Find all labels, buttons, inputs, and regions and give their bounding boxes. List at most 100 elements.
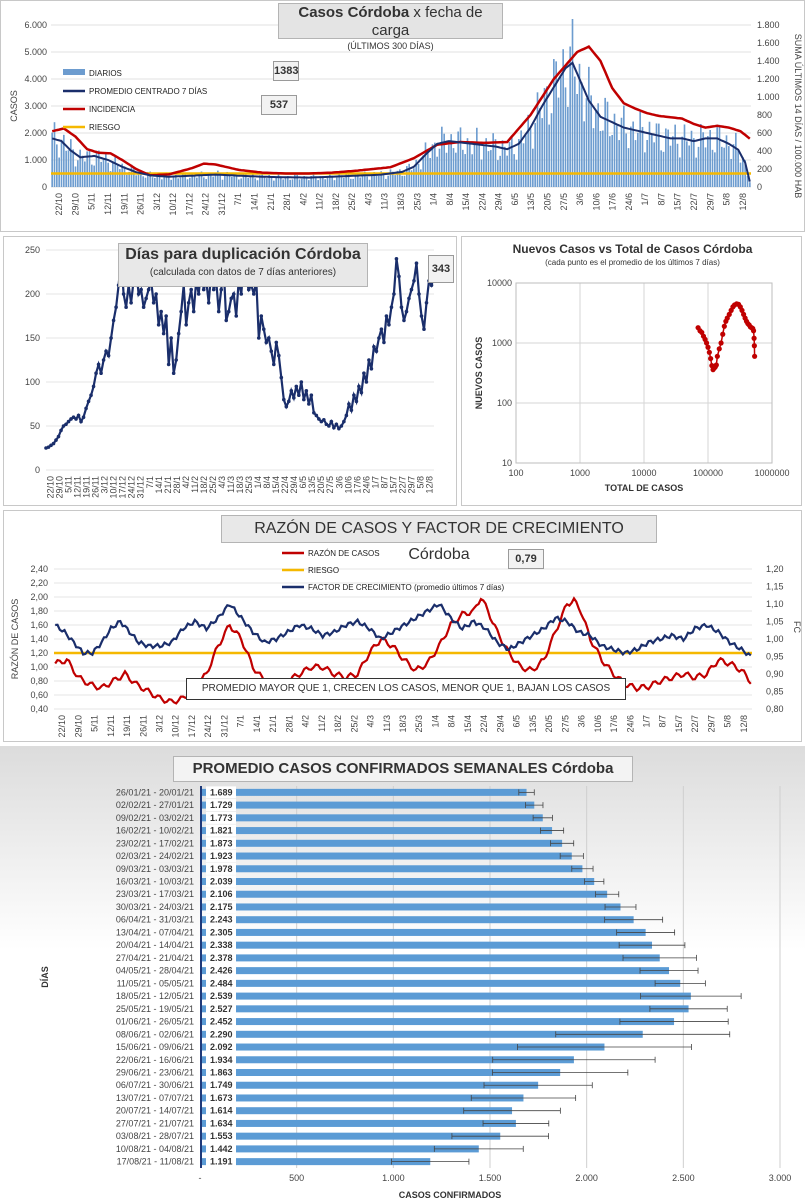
duplicacion-point xyxy=(59,428,63,433)
x-tick-label: - xyxy=(199,1173,202,1183)
x-tick-label: 24/6 xyxy=(361,476,371,494)
duplicacion-point xyxy=(186,301,191,305)
duplicacion-point xyxy=(264,340,269,345)
y-tick-label: 2,00 xyxy=(30,592,48,602)
x-tick-label: 20/5 xyxy=(543,193,553,211)
diarios-bar xyxy=(548,124,550,187)
diarios-bar xyxy=(161,179,163,187)
y-tick-label: 100 xyxy=(25,377,40,387)
diarios-bar xyxy=(158,176,161,187)
diarios-bar xyxy=(714,152,716,187)
diarios-bar xyxy=(352,178,354,187)
semanal-bar xyxy=(202,1081,539,1089)
category-label: 09/02/21 - 03/02/21 xyxy=(116,813,194,823)
razon-callout: 0,79 xyxy=(508,549,544,569)
semanal-bar xyxy=(202,1018,675,1026)
diarios-bar xyxy=(60,139,63,187)
y-tick-label: 10 xyxy=(502,458,512,468)
duplicacion-point xyxy=(389,305,394,309)
casos-chart-subtitle: (ÚLTIMOS 300 DÍAS) xyxy=(347,41,434,51)
y2-tick-label: 1.000 xyxy=(757,92,780,102)
category-label: 22/06/21 - 16/06/21 xyxy=(116,1055,194,1065)
diarios-bar xyxy=(431,144,434,187)
diarios-bar xyxy=(683,124,686,187)
x-tick-label: 14/1 xyxy=(249,193,259,211)
y-tick-label: 0,60 xyxy=(30,690,48,700)
duplicacion-point xyxy=(317,417,321,421)
diarios-bar xyxy=(504,146,506,187)
semanal-bar xyxy=(202,1145,479,1153)
duplicacion-point xyxy=(114,305,118,309)
diarios-bar xyxy=(116,164,119,187)
duplicacion-point xyxy=(174,358,178,362)
diarios-bar xyxy=(322,176,324,187)
diarios-bar xyxy=(613,113,616,187)
y2-tick-label: 800 xyxy=(757,110,772,120)
x-tick-label: 18/3 xyxy=(396,193,406,211)
category-label: 06/07/21 - 30/06/21 xyxy=(116,1080,194,1090)
data-label-bg xyxy=(206,926,236,939)
diarios-bar xyxy=(550,113,553,187)
duplicacion-point xyxy=(121,292,126,296)
diarios-bar xyxy=(329,172,331,187)
diarios-bar xyxy=(268,175,270,187)
duplicacion-point xyxy=(287,399,291,404)
diarios-bar xyxy=(735,132,737,187)
duplicacion-point xyxy=(231,292,236,296)
plot-frame xyxy=(515,282,773,464)
diarios-bar xyxy=(343,177,345,187)
semanal-bar xyxy=(202,992,691,1000)
category-label: 29/06/21 - 23/06/21 xyxy=(116,1068,194,1078)
diarios-bar xyxy=(350,178,352,187)
duplicacion-point xyxy=(101,358,106,362)
diarios-bar xyxy=(333,180,336,187)
diarios-bar xyxy=(214,174,217,187)
category-label: 09/03/21 - 03/03/21 xyxy=(116,864,194,874)
diarios-bar xyxy=(130,164,133,187)
x-tick-label: 13/5 xyxy=(528,715,538,733)
y-axis-label: CASOS xyxy=(9,90,19,122)
duplicacion-point xyxy=(357,384,361,389)
x-tick-label: 15/7 xyxy=(388,476,398,494)
duplicacion-point xyxy=(409,287,414,292)
diarios-bar xyxy=(455,152,457,187)
semanal-bar xyxy=(202,1158,431,1166)
x-tick-label: 29/4 xyxy=(289,476,299,494)
diarios-bar xyxy=(641,126,644,187)
semanal-bar xyxy=(202,1043,605,1051)
x-tick-label: 5/11 xyxy=(87,193,97,210)
diarios-bar xyxy=(562,49,564,187)
x-tick-label: 1/7 xyxy=(640,193,650,206)
diarios-bar xyxy=(382,173,385,187)
category-label: 18/05/21 - 12/05/21 xyxy=(116,991,194,1001)
y2-tick-label: 1.400 xyxy=(757,56,780,66)
diarios-bar xyxy=(347,173,350,187)
y2-tick-label: 1.800 xyxy=(757,20,780,30)
x-tick-label: 21/1 xyxy=(266,193,276,211)
x-axis-label: TOTAL DE CASOS xyxy=(605,483,684,493)
x-tick-label: 12/11 xyxy=(103,193,113,215)
x-tick-label: 12/11 xyxy=(73,476,83,498)
category-label: 30/03/21 - 24/03/21 xyxy=(116,902,194,912)
diarios-bar xyxy=(107,162,109,187)
data-label: 1.614 xyxy=(210,1106,233,1116)
data-label-bg xyxy=(206,900,236,913)
diarios-bar xyxy=(571,18,574,187)
duplicacion-point xyxy=(206,301,211,305)
duplicacion-point xyxy=(404,309,409,314)
casos-callout-promedio: 1383 xyxy=(273,61,299,81)
diarios-bar xyxy=(399,169,401,187)
x-tick-label: 29/10 xyxy=(55,476,65,499)
data-label-bg xyxy=(206,1015,236,1028)
legend-label: RIESGO xyxy=(308,566,339,575)
semanal-bar xyxy=(202,801,535,809)
data-label: 2.484 xyxy=(210,978,233,988)
x-tick-label: 7/1 xyxy=(233,193,243,206)
diarios-bar xyxy=(588,66,590,187)
diarios-bar xyxy=(317,180,319,187)
diarios-bar xyxy=(452,148,455,187)
diarios-bar xyxy=(191,173,193,187)
razon-title: RAZÓN DE CASOS Y FACTOR DE CRECIMIENTO C… xyxy=(254,520,624,563)
x-tick-label: 15/4 xyxy=(463,715,473,733)
semanal-bar xyxy=(202,852,572,860)
